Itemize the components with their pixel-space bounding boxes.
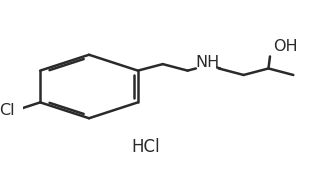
Text: OH: OH [273,39,298,54]
Text: Cl: Cl [0,103,15,118]
Text: NH: NH [195,55,219,70]
Text: HCl: HCl [131,138,160,156]
